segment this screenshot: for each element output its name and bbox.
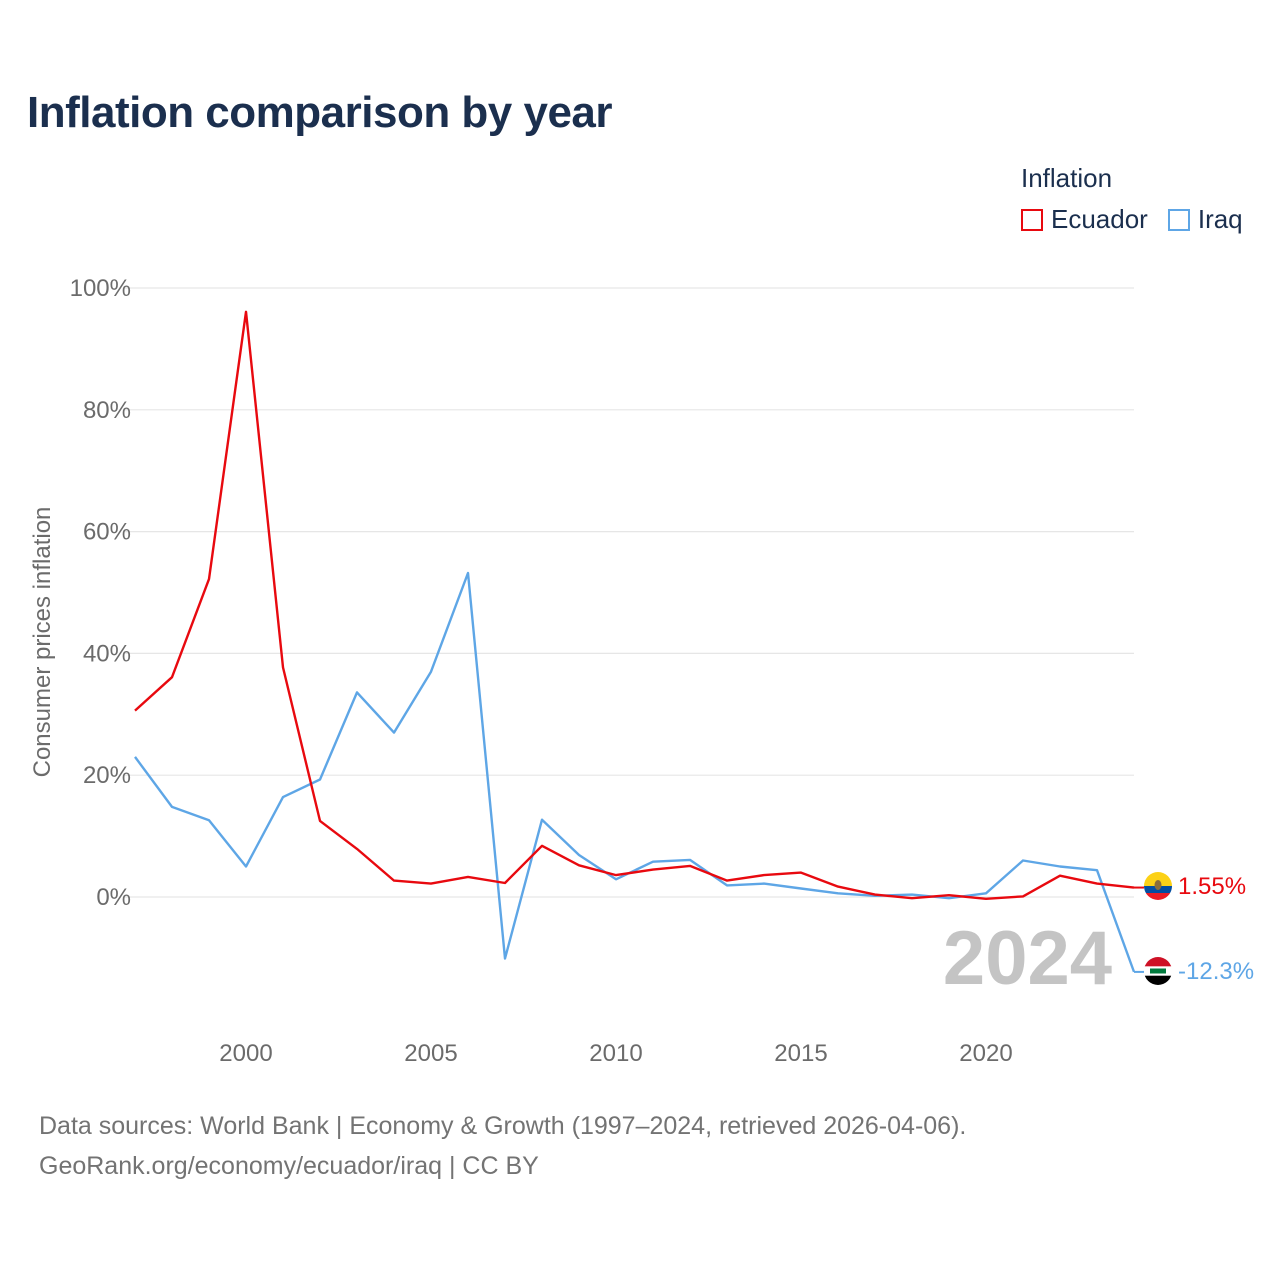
legend-label-iraq: Iraq [1197,204,1243,234]
legend-swatch-ecuador [1021,208,1043,231]
ecuador-end-label: 1.55% [1178,873,1246,900]
x-axis-ticks: 2000 2005 2010 2015 2020 [219,1040,1012,1067]
chart-title: Inflation comparison by year [27,88,613,137]
iraq-end-label: -12.3% [1178,958,1254,985]
legend: Ecuador Iraq [1021,204,1243,235]
y-tick-label: 0% [96,884,131,911]
y-axis-label: Consumer prices inflation [29,507,56,778]
iraq-flag-icon [1144,957,1172,985]
series [134,310,1144,973]
year-watermark: 2024 [943,916,1112,1001]
x-tick-label: 2015 [774,1040,827,1067]
y-tick-label: 60% [83,519,131,546]
x-tick-label: 2000 [219,1040,272,1067]
x-tick-label: 2010 [589,1040,642,1067]
series-line-iraq[interactable] [134,571,1136,973]
grid [125,287,1134,898]
legend-swatch-iraq [1167,208,1190,231]
x-tick-label: 2020 [959,1040,1012,1067]
legend-item-iraq[interactable]: Iraq [1167,204,1243,235]
series-line-ecuador[interactable] [134,310,1135,900]
legend-label-ecuador: Ecuador [1051,204,1148,234]
line-chart: 0%20%40%60%80%100% 2000 2005 2010 2015 2020 … [29,275,1254,1067]
y-tick-label: 40% [83,640,131,667]
y-axis-ticks: 0% 20% 40% 60% 80% 100% [70,275,131,911]
x-tick-label: 2005 [404,1040,457,1067]
footer-link[interactable]: GeoRank.org/economy/ecuador/iraq | CC BY [39,1152,539,1180]
legend-item-ecuador[interactable]: Ecuador [1021,204,1148,235]
legend-title: Inflation [1021,163,1113,193]
y-tick-label: 100% [70,275,131,302]
y-tick-label: 80% [83,397,131,424]
footer-source: Data sources: World Bank | Economy & Gro… [39,1112,967,1140]
footer: Data sources: World Bank | Economy & Gro… [39,1106,966,1186]
ecuador-flag-icon [1144,872,1172,900]
y-tick-label: 20% [83,762,131,789]
